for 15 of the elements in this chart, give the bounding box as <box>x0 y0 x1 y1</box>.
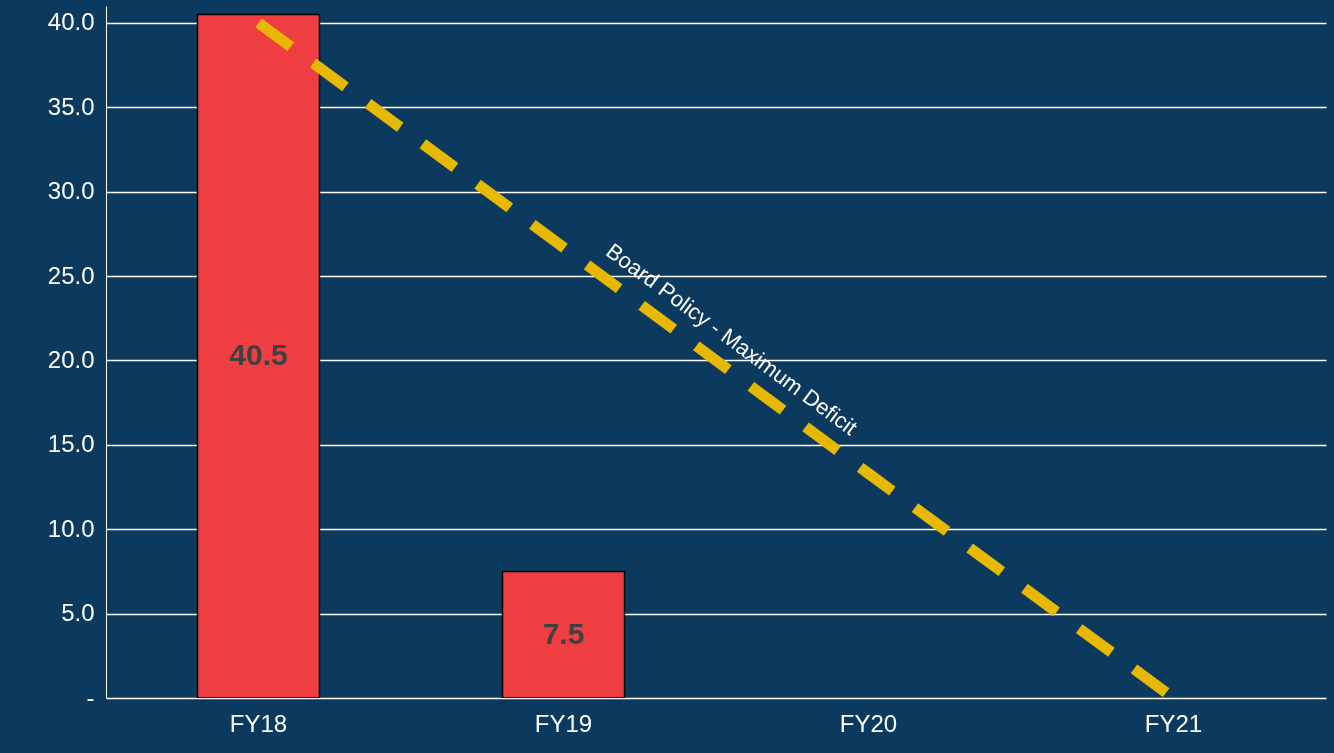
y-tick-label: 10.0 <box>47 514 95 542</box>
y-tick-label: - <box>86 683 95 711</box>
x-tick-label: FY20 <box>839 709 898 737</box>
x-tick-label: FY21 <box>1144 709 1203 737</box>
y-tick-label: 15.0 <box>47 430 95 458</box>
data-label: 40.5 <box>229 338 288 372</box>
y-tick-label: 5.0 <box>61 599 95 627</box>
y-tick-label: 40.0 <box>47 8 95 36</box>
data-label: 7.5 <box>542 616 585 650</box>
y-tick-label: 30.0 <box>47 177 95 205</box>
x-tick-label: FY19 <box>534 709 593 737</box>
x-tick-label: FY18 <box>229 709 288 737</box>
y-tick-label: 25.0 <box>47 261 95 289</box>
y-tick-label: 35.0 <box>47 92 95 120</box>
y-tick-label: 20.0 <box>47 345 95 373</box>
